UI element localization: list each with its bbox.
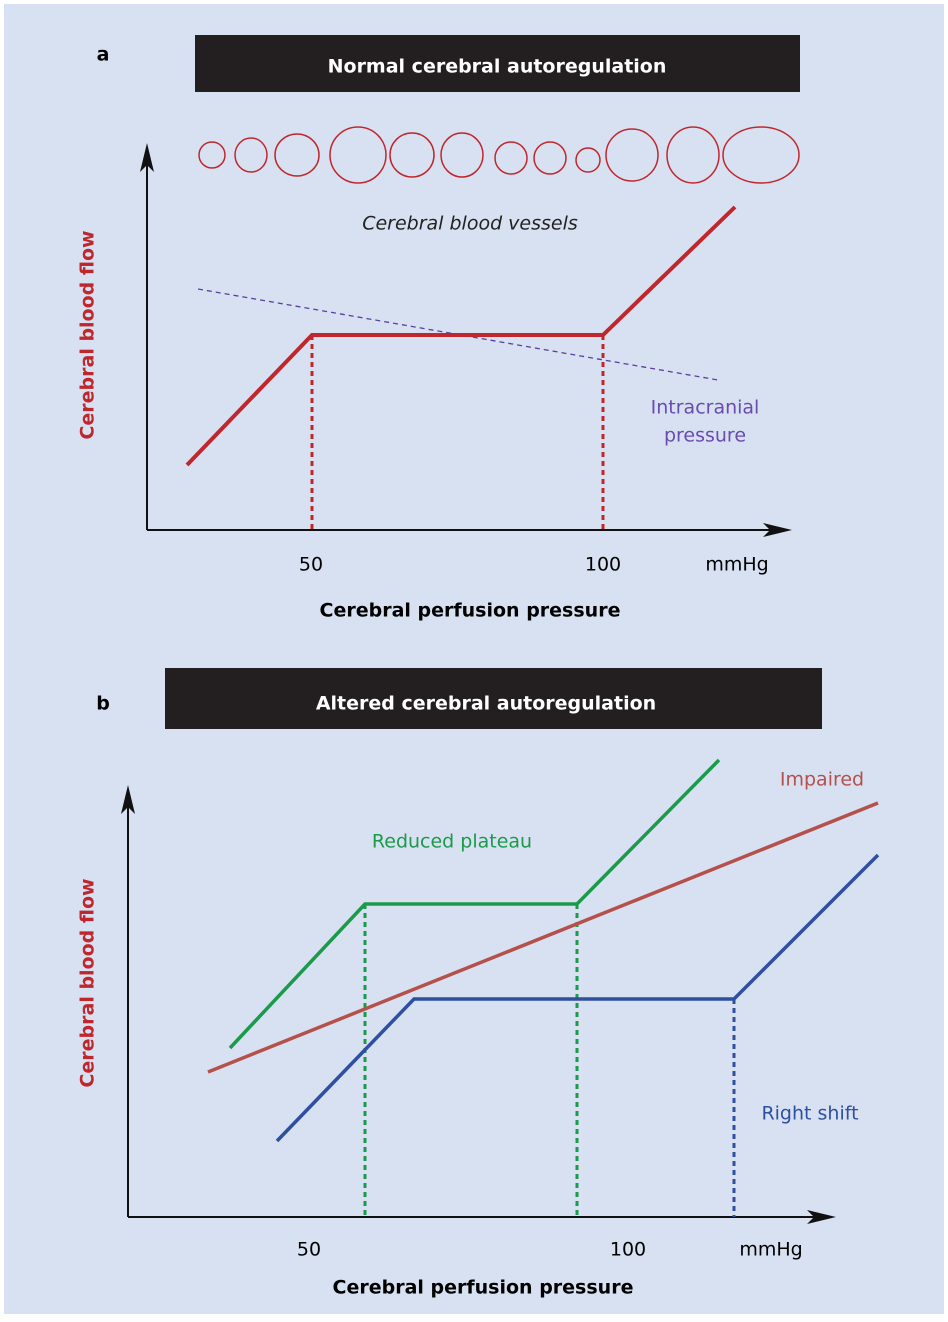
curve-label: Reduced plateau [372,831,532,853]
x-tick-label: 100 [585,554,621,576]
title-bar [195,35,800,92]
vessel [722,126,800,184]
curve-label: pressure [664,425,746,447]
vessel [389,132,435,178]
arrow [763,523,792,537]
vessel [274,133,320,177]
curve-label: Impaired [780,769,864,791]
vessels [198,126,800,184]
x-tick-label: 50 [299,554,323,576]
x-axis-label: Cerebral perfusion pressure [320,600,621,622]
vessel [533,141,567,175]
arrow [121,785,135,814]
impaired-curve [207,801,879,1074]
vessel [329,126,387,184]
panel-bg [4,4,944,1314]
x-tick-label: 50 [297,1239,321,1261]
arrow [807,1210,836,1224]
panel-title: Normal cerebral autoregulation [328,56,667,78]
y-axis-label: Cerebral blood flow [77,230,99,439]
curve-label: Intracranial [651,397,760,419]
x-tick-label: 100 [610,1239,646,1261]
panel-label: b [96,693,110,715]
title-bar [165,668,822,729]
vessel [234,137,268,173]
panel-label: a [97,44,110,66]
vessel [575,147,601,173]
vessels-label: Cerebral blood vessels [362,213,578,235]
panel-title: Altered cerebral autoregulation [316,693,656,715]
vessel [440,132,484,178]
autoregulation-curve [185,205,737,467]
vessel [494,141,528,175]
vessel [666,126,720,184]
x-axis-label: Cerebral perfusion pressure [333,1277,634,1299]
y-axis-label: Cerebral blood flow [77,878,99,1087]
x-unit: mmHg [739,1239,802,1261]
curve-label: Right shift [761,1103,858,1125]
reduced-plateau-curve [228,758,721,1050]
vessel [198,141,226,169]
x-unit: mmHg [705,554,768,576]
arrow [140,143,154,172]
right-shift-curve [275,853,880,1143]
vessel [605,128,659,182]
